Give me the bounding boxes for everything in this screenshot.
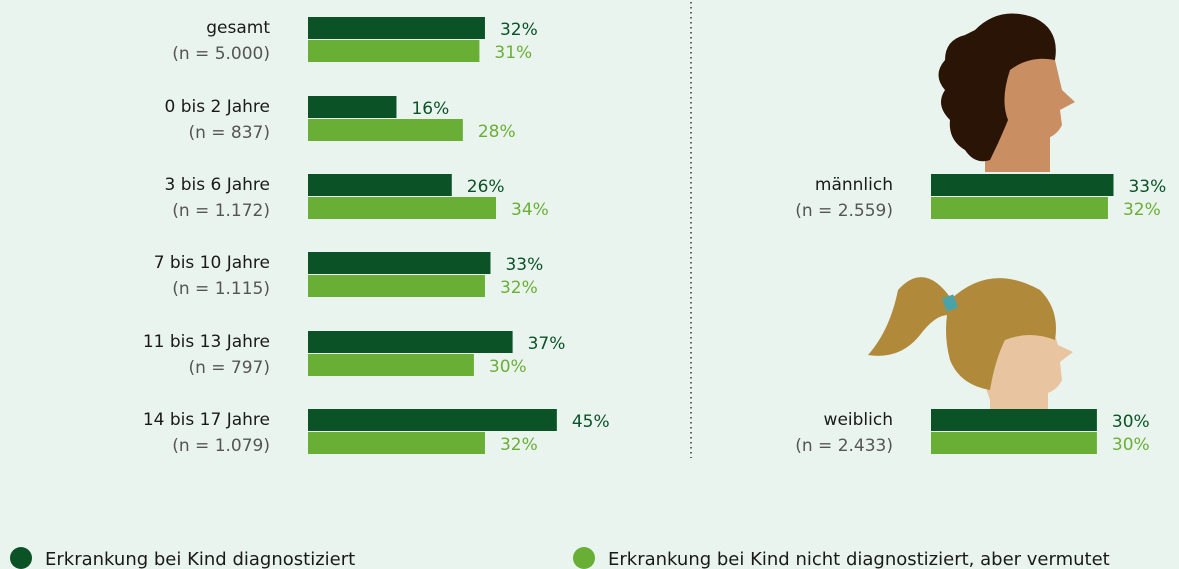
sample-size: (n = 2.559) [795, 201, 893, 221]
value-label: 30% [1112, 435, 1150, 455]
sample-size: (n = 1.079) [172, 436, 270, 456]
sample-size: (n = 797) [188, 358, 270, 378]
bar [308, 17, 485, 39]
sample-size: (n = 2.433) [795, 436, 893, 456]
value-label: 30% [489, 357, 527, 377]
legend-label: Erkrankung bei Kind nicht diagnostiziert… [608, 549, 1110, 569]
legend-label: Erkrankung bei Kind diagnostiziert [45, 549, 355, 569]
bar [308, 119, 463, 141]
bar [308, 354, 474, 376]
category-label: 14 bis 17 Jahre [143, 410, 270, 430]
value-label: 34% [511, 200, 549, 220]
value-label: 32% [500, 278, 538, 298]
value-label: 32% [1123, 200, 1161, 220]
category-label: 11 bis 13 Jahre [143, 332, 270, 352]
bar [931, 197, 1108, 219]
male-icon [938, 13, 1075, 172]
bar [931, 432, 1097, 454]
value-label: 30% [1112, 412, 1150, 432]
value-label: 31% [494, 43, 532, 63]
legend-swatch [10, 547, 32, 569]
value-label: 33% [505, 255, 543, 275]
bar [308, 40, 480, 62]
value-label: 26% [467, 177, 505, 197]
category-label: gesamt [206, 18, 270, 38]
value-label: 37% [528, 334, 566, 354]
value-label: 33% [1128, 177, 1166, 197]
value-label: 32% [500, 435, 538, 455]
bar [308, 96, 397, 118]
bar [308, 409, 557, 431]
bar [308, 275, 485, 297]
sample-size: (n = 837) [188, 123, 270, 143]
bar [931, 174, 1114, 196]
sample-size: (n = 1.115) [172, 279, 270, 299]
value-label: 28% [478, 122, 516, 142]
sample-size: (n = 5.000) [172, 44, 270, 64]
legend-swatch [573, 547, 595, 569]
value-label: 45% [572, 412, 610, 432]
value-label: 16% [411, 99, 449, 119]
bar [308, 331, 513, 353]
bar [308, 174, 452, 196]
value-label: 32% [500, 20, 538, 40]
category-label: 3 bis 6 Jahre [165, 175, 271, 195]
bar [308, 197, 497, 219]
bar [308, 432, 485, 454]
sample-size: (n = 1.172) [172, 201, 270, 221]
bar [308, 252, 491, 274]
category-label: weiblich [824, 410, 893, 430]
bar [931, 409, 1097, 431]
category-label: 0 bis 2 Jahre [165, 97, 271, 117]
category-label: 7 bis 10 Jahre [154, 253, 270, 273]
female-icon [868, 277, 1073, 410]
category-label: männlich [815, 175, 893, 195]
